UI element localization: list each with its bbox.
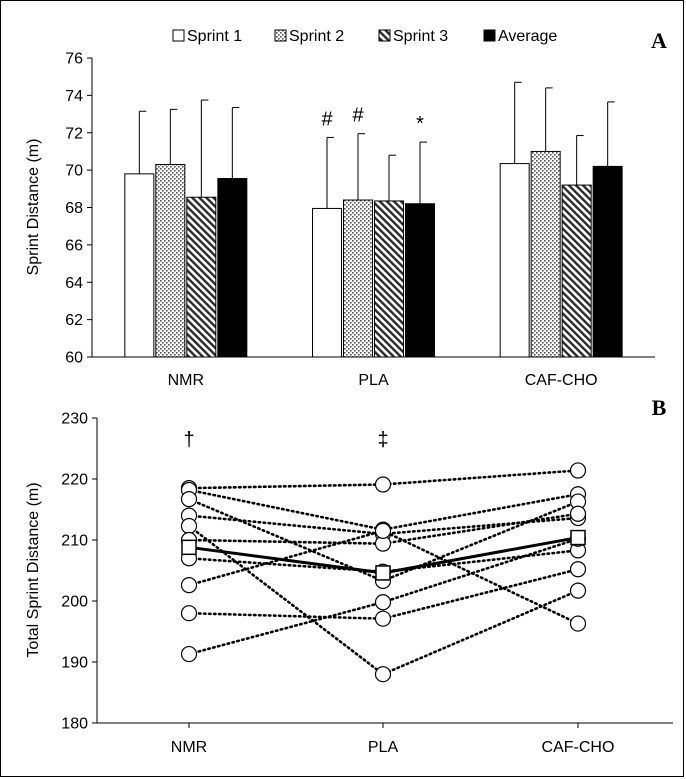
panel-a-y-tick-label: 60 (65, 350, 83, 367)
individual-point-8-nmr (180, 577, 198, 594)
legend-swatch-sprint-1 (172, 29, 185, 42)
panel-b-y-tick-label: 200 (61, 594, 88, 611)
panel-b-x-tick-label: PLA (368, 739, 399, 756)
individual-point-8-pla (374, 522, 392, 539)
individual-point-9-nmr (180, 605, 198, 622)
panel-a-x-tick-label: PLA (358, 372, 389, 389)
legend-swatch-average (483, 29, 496, 42)
legend-label-sprint-2: Sprint 2 (289, 28, 344, 45)
individual-point-6-caf-cho (569, 505, 587, 522)
legend-swatch-sprint-2 (274, 29, 287, 42)
bar-sprint-3-caf-cho (561, 184, 592, 358)
panel-a-y-tick-label: 68 (65, 200, 83, 217)
individual-point-3-nmr (180, 491, 198, 508)
individual-point-8-caf-cho (569, 615, 587, 632)
individual-point-1-caf-cho (569, 462, 587, 479)
panel-b-x-tick-label: CAF-CHO (542, 739, 615, 756)
panel-a-x-tick-label: NMR (168, 372, 204, 389)
bar-average-pla (405, 203, 435, 358)
panel-a-legend: Sprint 1 Sprint 2 Sprint 3 Average (172, 28, 557, 45)
panel-a-y-tick-label: 76 (65, 51, 83, 68)
significance-marker: # (321, 108, 333, 130)
panel-a-y-tick-label: 74 (65, 88, 83, 105)
mean-point-nmr (181, 539, 197, 556)
individual-point-1-pla (374, 476, 392, 493)
panel-b-label: B (652, 395, 667, 420)
panel-b-y-tick-label: 220 (61, 472, 88, 489)
panel-a-y-tick-label: 66 (65, 237, 83, 254)
legend-swatch-sprint-3 (378, 29, 391, 42)
individual-point-10-nmr (180, 645, 198, 663)
individual-point-5-caf-cho (569, 582, 587, 599)
bar-average-caf-cho (592, 165, 623, 358)
significance-marker: # (352, 105, 364, 127)
significance-marker: † (183, 429, 194, 451)
significance-marker: ‡ (377, 429, 388, 451)
mean-point-pla (375, 565, 391, 581)
panel-b-y-tick-label: 230 (61, 411, 88, 428)
individual-line-2 (187, 488, 580, 531)
bar-sprint-3-nmr (186, 196, 217, 358)
bar-sprint-1-pla (312, 207, 342, 358)
panel-a-y-tick-label: 72 (65, 125, 83, 142)
panel-a-label: A (651, 28, 667, 53)
bar-sprint-2-nmr (155, 164, 186, 358)
panel-a-x-tick-label: CAF-CHO (525, 372, 598, 389)
legend-label-average: Average (498, 28, 557, 45)
bar-sprint-1-caf-cho (499, 163, 530, 358)
panel-a-y-tick-label: 64 (65, 275, 83, 292)
panel-a-y-tick-label: 70 (65, 163, 83, 180)
individual-point-5-nmr (180, 517, 198, 535)
panel-b-y-tick-label: 210 (61, 533, 88, 550)
panel-a-y-label: Sprint Distance (m) (25, 139, 42, 276)
panel-b-y-tick-label: 180 (61, 716, 88, 733)
legend-label-sprint-1: Sprint 1 (187, 28, 242, 45)
bar-average-nmr (217, 178, 248, 358)
bar-sprint-2-caf-cho (530, 150, 561, 358)
individual-point-10-pla (374, 594, 392, 611)
legend-label-sprint-3: Sprint 3 (393, 28, 448, 45)
panel-b-y-tick-label: 190 (61, 655, 88, 672)
individual-point-9-pla (374, 610, 392, 627)
bar-sprint-1-nmr (124, 173, 155, 358)
individual-point-9-caf-cho (569, 561, 587, 578)
mean-point-caf-cho (570, 529, 586, 546)
individual-point-5-pla (374, 666, 392, 683)
panel-b-x-tick-label: NMR (171, 739, 207, 756)
bar-sprint-3-pla (374, 200, 404, 358)
panel-a-y-tick-label: 62 (65, 312, 83, 329)
significance-marker: * (416, 113, 424, 135)
bar-sprint-2-pla (343, 199, 373, 358)
panel-b-y-label: Total Sprint Distance (m) (25, 482, 42, 657)
